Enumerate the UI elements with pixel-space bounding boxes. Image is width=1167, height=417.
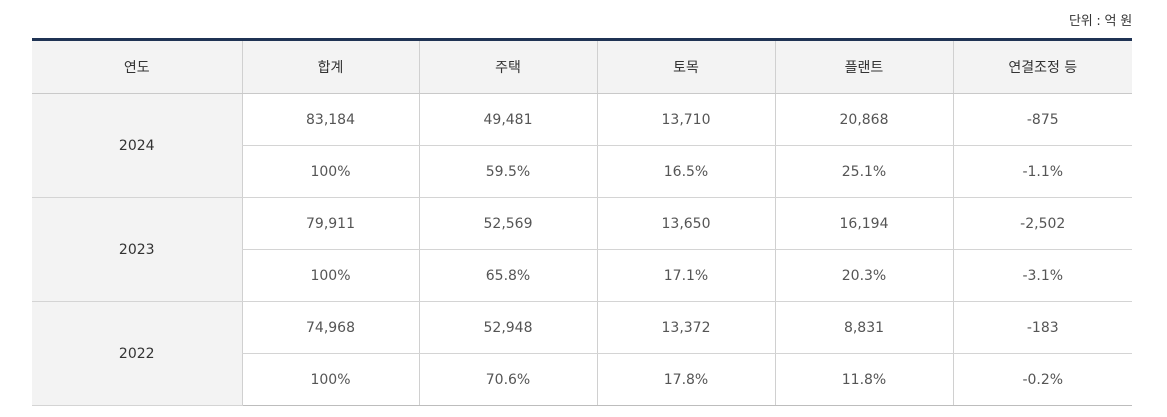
year-cell: 2022 <box>32 301 242 406</box>
table-header-row: 연도 합계 주택 토목 플랜트 연결조정 등 <box>32 39 1132 94</box>
amount-cell: 52,948 <box>418 301 597 354</box>
ratio-cell: 17.1% <box>596 249 775 302</box>
table-row: 2024 83,184 49,481 13,710 20,868 -875 <box>32 93 1132 198</box>
ratio-cell: 65.8% <box>418 249 597 302</box>
ratio-cell: 100% <box>241 145 419 198</box>
ratio-cell: 17.8% <box>596 353 775 406</box>
amount-cell: 79,911 <box>241 197 419 250</box>
ratio-cell: 20.3% <box>774 249 953 302</box>
ratio-cell: 11.8% <box>774 353 953 406</box>
header-year: 연도 <box>32 39 242 94</box>
ratio-cell: 70.6% <box>418 353 597 406</box>
amount-cell: 74,968 <box>241 301 419 354</box>
table-row: 100% 65.8% 17.1% 20.3% -3.1% <box>32 249 1132 302</box>
header-civil: 토목 <box>596 39 775 94</box>
amount-cell: 49,481 <box>418 93 597 146</box>
year-cell: 2024 <box>32 93 242 198</box>
ratio-cell: 100% <box>241 249 419 302</box>
ratio-cell: -1.1% <box>952 145 1132 198</box>
ratio-cell: 25.1% <box>774 145 953 198</box>
header-housing: 주택 <box>418 39 597 94</box>
ratio-cell: 16.5% <box>596 145 775 198</box>
unit-note: 단위 : 억 원 <box>1068 14 1132 29</box>
header-consolidation: 연결조정 등 <box>952 39 1132 94</box>
header-total: 합계 <box>241 39 419 94</box>
amount-cell: 83,184 <box>241 93 419 146</box>
amount-cell: -183 <box>952 301 1132 354</box>
amount-cell: 16,194 <box>774 197 953 250</box>
amount-cell: 20,868 <box>774 93 953 146</box>
amount-cell: -875 <box>952 93 1132 146</box>
header-plant: 플랜트 <box>774 39 953 94</box>
amount-cell: 13,372 <box>596 301 775 354</box>
table-row: 100% 70.6% 17.8% 11.8% -0.2% <box>32 353 1132 406</box>
year-cell: 2023 <box>32 197 242 302</box>
revenue-table: 연도 합계 주택 토목 플랜트 연결조정 등 2024 83,184 49,48… <box>32 38 1132 406</box>
table-row: 2022 74,968 52,948 13,372 8,831 -183 <box>32 301 1132 406</box>
table-row: 100% 59.5% 16.5% 25.1% -1.1% <box>32 145 1132 198</box>
ratio-cell: -0.2% <box>952 353 1132 406</box>
amount-cell: 52,569 <box>418 197 597 250</box>
amount-cell: 13,650 <box>596 197 775 250</box>
amount-cell: 8,831 <box>774 301 953 354</box>
amount-cell: 13,710 <box>596 93 775 146</box>
ratio-cell: 59.5% <box>418 145 597 198</box>
ratio-cell: -3.1% <box>952 249 1132 302</box>
amount-cell: -2,502 <box>952 197 1132 250</box>
ratio-cell: 100% <box>241 353 419 406</box>
table-row: 2023 79,911 52,569 13,650 16,194 -2,502 <box>32 197 1132 302</box>
